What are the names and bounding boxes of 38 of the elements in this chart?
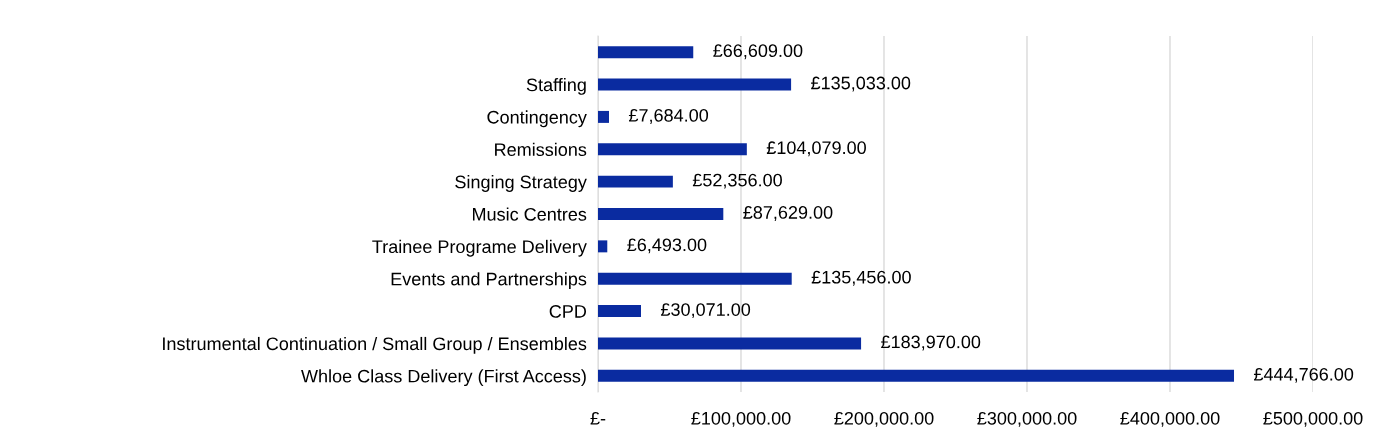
y-tick-label: Remissions [495, 142, 587, 156]
y-tick-label: Events and Partnerships [391, 272, 587, 290]
bar [598, 272, 792, 285]
bar [598, 110, 609, 123]
bar [598, 369, 1235, 382]
data-label: £30,071.00 [660, 303, 751, 319]
bar [598, 337, 862, 350]
bar [598, 46, 694, 59]
data-label: £52,356.00 [692, 173, 782, 189]
bar [598, 143, 747, 156]
y-tick-label: Whloe Class Delivery (First Access) [301, 369, 586, 387]
bar [598, 305, 641, 318]
data-label: £104,079.00 [766, 141, 866, 157]
data-label: £135,033.00 [811, 76, 911, 92]
bar [598, 78, 792, 91]
data-label: £7,684.00 [628, 108, 709, 124]
x-tick-label: £300,000.00 [977, 411, 1077, 427]
bar [598, 208, 724, 220]
data-label: £66,609.00 [713, 44, 803, 60]
y-tick-label: CPD [549, 305, 587, 318]
bar [598, 175, 673, 188]
data-label: £135,456.00 [811, 270, 911, 286]
data-label: £444,766.00 [1253, 367, 1354, 383]
y-tick-label: Instrumental Continuation / Small Group / Ensembles [163, 336, 587, 354]
x-tick-label: £500,000.00 [1263, 411, 1363, 427]
y-tick-label: Staffing [526, 78, 586, 95]
y-tick-label: Music Centres [472, 207, 587, 221]
x-tick-label: £- [590, 411, 606, 425]
data-label: £87,629.00 [743, 206, 833, 221]
x-tick-label: £200,000.00 [834, 411, 934, 427]
bar [598, 240, 608, 253]
y-tick-label: Contingency [487, 110, 587, 128]
data-label: £183,970.00 [881, 335, 981, 351]
y-tick-label: Singing Strategy [455, 175, 587, 192]
x-tick-label: £100,000.00 [691, 411, 791, 427]
y-tick-label: Trainee Programe Delivery [372, 239, 587, 257]
data-label: £6,493.00 [627, 238, 707, 254]
x-tick-label: £400,000.00 [1120, 411, 1220, 427]
